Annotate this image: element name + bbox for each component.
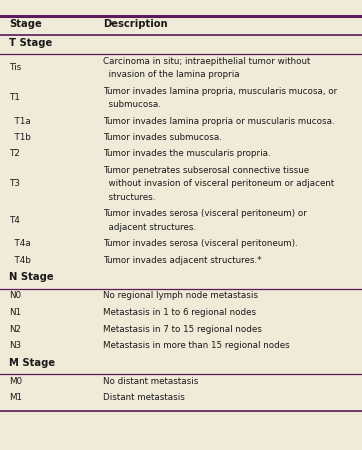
Text: Tumor penetrates subserosal connective tissue: Tumor penetrates subserosal connective t… [103,166,309,175]
Text: Tumor invades lamina propria, muscularis mucosa, or: Tumor invades lamina propria, muscularis… [103,86,337,95]
Text: T1: T1 [9,93,20,102]
Text: No distant metastasis: No distant metastasis [103,377,198,386]
Text: Tumor invades adjacent structures.*: Tumor invades adjacent structures.* [103,256,262,265]
Text: Tumor invades serosa (visceral peritoneum) or: Tumor invades serosa (visceral peritoneu… [103,210,307,219]
Text: N0: N0 [9,292,21,301]
Text: M0: M0 [9,377,22,386]
Text: N1: N1 [9,308,21,317]
Text: M1: M1 [9,393,22,402]
Text: Description: Description [103,19,168,29]
Text: Carcinoma in situ; intraepithelial tumor without: Carcinoma in situ; intraepithelial tumor… [103,57,311,66]
Text: T2: T2 [9,149,20,158]
Text: T4: T4 [9,216,20,225]
Text: Tumor invades the muscularis propria.: Tumor invades the muscularis propria. [103,149,271,158]
Text: Tumor invades lamina propria or muscularis mucosa.: Tumor invades lamina propria or muscular… [103,117,335,126]
Text: T4a: T4a [9,239,31,248]
Text: Tumor invades submucosa.: Tumor invades submucosa. [103,133,222,142]
Text: Metastasis in 7 to 15 regional nodes: Metastasis in 7 to 15 regional nodes [103,324,262,333]
Text: N Stage: N Stage [9,273,54,283]
Text: No regional lymph node metastasis: No regional lymph node metastasis [103,292,258,301]
Text: submucosa.: submucosa. [103,100,161,109]
Text: Stage: Stage [9,19,42,29]
Text: T3: T3 [9,180,20,189]
Text: Metastasis in 1 to 6 regional nodes: Metastasis in 1 to 6 regional nodes [103,308,256,317]
Text: T1b: T1b [9,133,31,142]
Text: Metastasis in more than 15 regional nodes: Metastasis in more than 15 regional node… [103,341,290,350]
Text: without invasion of visceral peritoneum or adjacent: without invasion of visceral peritoneum … [103,180,334,189]
Text: M Stage: M Stage [9,357,55,368]
Text: invasion of the lamina propria: invasion of the lamina propria [103,70,240,79]
Text: T Stage: T Stage [9,37,52,48]
Text: N2: N2 [9,324,21,333]
Text: T4b: T4b [9,256,31,265]
Text: Tumor invades serosa (visceral peritoneum).: Tumor invades serosa (visceral peritoneu… [103,239,298,248]
Text: N3: N3 [9,341,21,350]
Text: Tis: Tis [9,63,21,72]
Text: Distant metastasis: Distant metastasis [103,393,185,402]
Text: structures.: structures. [103,193,156,202]
Text: T1a: T1a [9,117,31,126]
Text: adjacent structures.: adjacent structures. [103,223,196,232]
